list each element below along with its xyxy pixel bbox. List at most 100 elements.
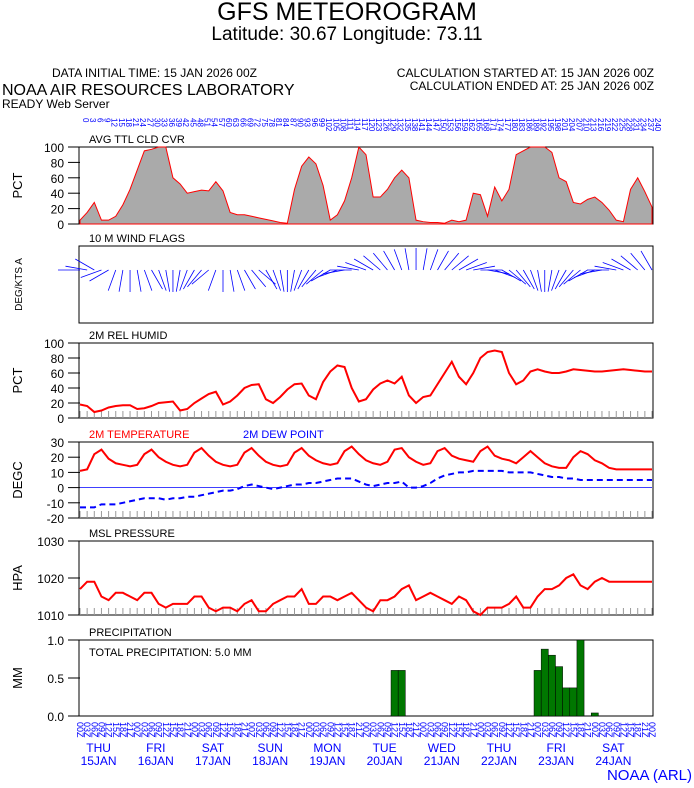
wind-flag: [444, 252, 460, 271]
utc-hour-label: 21Z: [411, 722, 421, 738]
utc-hour-label: 21Z: [182, 722, 192, 738]
utc-hour-label: 09Z: [440, 722, 450, 738]
utc-hour-label: 09Z: [211, 722, 221, 738]
calc-end: CALCULATION ENDED AT: 25 JAN 2026 00Z: [409, 79, 654, 93]
utc-hour-label: 06Z: [433, 722, 443, 738]
utc-hour-label: 06Z: [204, 722, 214, 738]
utc-hour-label: 18Z: [290, 722, 300, 738]
server-name: READY Web Server: [2, 97, 110, 111]
wind-flag: [573, 269, 595, 278]
forecast-hour-label: 78: [267, 118, 276, 127]
utc-hour-label: 12Z: [504, 722, 514, 738]
wind-flag: [244, 269, 256, 290]
utc-hour-label: 00Z: [647, 722, 657, 738]
forecast-hour-label: 171: [489, 118, 498, 132]
utc-hour-label: 21Z: [583, 722, 593, 738]
wind-flag: [293, 269, 303, 291]
day-label: FRI: [146, 741, 165, 755]
forecast-hour-label: 72: [253, 118, 262, 127]
wind-flag: [501, 269, 522, 282]
utc-hour-label: 03Z: [254, 722, 264, 738]
forecast-hour-label: 96: [310, 118, 319, 127]
forecast-hour-label: 162: [467, 118, 476, 132]
utc-hour-label: 15Z: [282, 722, 292, 738]
day-label: THU: [487, 741, 512, 755]
wind-flag: [640, 250, 653, 271]
utc-hour-label: 15Z: [568, 722, 578, 738]
forecast-hour-label: 90: [296, 118, 305, 127]
forecast-hour-label: 84: [281, 118, 290, 127]
utc-hour-label: 15Z: [225, 722, 235, 738]
utc-hour-label: 03Z: [597, 722, 607, 738]
y-tick-label: 100: [44, 337, 64, 351]
y-tick-label: 40: [51, 382, 65, 396]
y-axis-label: PCT: [10, 172, 25, 198]
panel-title: 10 M WIND FLAGS: [89, 233, 185, 245]
utc-hour-label: 15Z: [454, 722, 464, 738]
date-label: 17JAN: [195, 754, 231, 768]
wind-flag: [551, 269, 560, 291]
wind-flag: [118, 269, 124, 292]
wind-flag: [305, 269, 324, 285]
wind-flag: [107, 269, 117, 291]
date-label: 23JAN: [538, 754, 574, 768]
forecast-hour-label: 66: [238, 118, 247, 127]
wind-flag: [279, 269, 285, 292]
utc-hour-label: 12Z: [561, 722, 571, 738]
wind-flag: [522, 269, 535, 290]
wind-flag: [487, 269, 510, 275]
utc-hour-label: 12Z: [104, 722, 114, 738]
y-tick-label: 0.0: [47, 710, 64, 724]
utc-hour-label: 00Z: [132, 722, 142, 738]
utc-hour-label: 12Z: [390, 722, 400, 738]
forecast-hour-label: 180: [510, 118, 519, 132]
forecast-hour-label: 93: [303, 118, 312, 127]
wind-flag: [229, 269, 235, 292]
forecast-hour-label: 144: [424, 118, 433, 132]
date-label: 18JAN: [252, 754, 288, 768]
utc-hour-label: 09Z: [382, 722, 392, 738]
date-label: 16JAN: [138, 754, 174, 768]
forecast-hour-label: 108: [338, 118, 347, 132]
forecast-hour-label: 207: [574, 118, 583, 132]
day-label: WED: [428, 741, 456, 755]
date-label: 22JAN: [481, 754, 517, 768]
wind-flag: [337, 265, 359, 271]
wind-flag: [175, 269, 181, 292]
y-tick-label: -20: [47, 512, 65, 526]
forecast-hour-label: 18: [124, 118, 133, 127]
forecast-hour-label: 36: [167, 118, 176, 127]
y-axis-label: PCT: [10, 367, 25, 393]
wind-flag: [207, 269, 217, 291]
wind-flag: [580, 269, 603, 275]
utc-hour-label: 00Z: [75, 722, 85, 738]
wind-flag: [89, 269, 109, 282]
wind-flag: [458, 258, 479, 271]
utc-hour-label: 12Z: [447, 722, 457, 738]
wind-flag: [465, 262, 487, 271]
forecast-hour-label: 198: [553, 118, 562, 132]
forecast-hour-label: 114: [353, 118, 362, 131]
wind-flag: [422, 248, 428, 271]
day-label: FRI: [547, 741, 566, 755]
forecast-hour-label: 57: [217, 118, 226, 127]
y-axis-label: DEGC: [10, 461, 25, 499]
utc-hour-label: 21Z: [525, 722, 535, 738]
wind-flag: [345, 262, 367, 271]
utc-hour-label: 15Z: [397, 722, 407, 738]
panel-frame: [78, 245, 654, 324]
utc-hour-label: 00Z: [475, 722, 485, 738]
forecast-hour-label: 141: [417, 118, 426, 132]
utc-hour-label: 18Z: [175, 722, 185, 738]
utc-hour-label: 03Z: [483, 722, 493, 738]
wind-flag: [602, 262, 624, 271]
wind-flag: [630, 252, 646, 271]
precip-bar: [397, 670, 406, 717]
utc-hour-label: 15Z: [168, 722, 178, 738]
y-tick-label: 30: [51, 436, 65, 450]
forecast-hour-label: 132: [396, 118, 405, 132]
forecast-hour-label: 45: [188, 118, 197, 127]
forecast-hour-label: 150: [439, 118, 448, 132]
utc-hour-label: 18Z: [461, 722, 471, 738]
